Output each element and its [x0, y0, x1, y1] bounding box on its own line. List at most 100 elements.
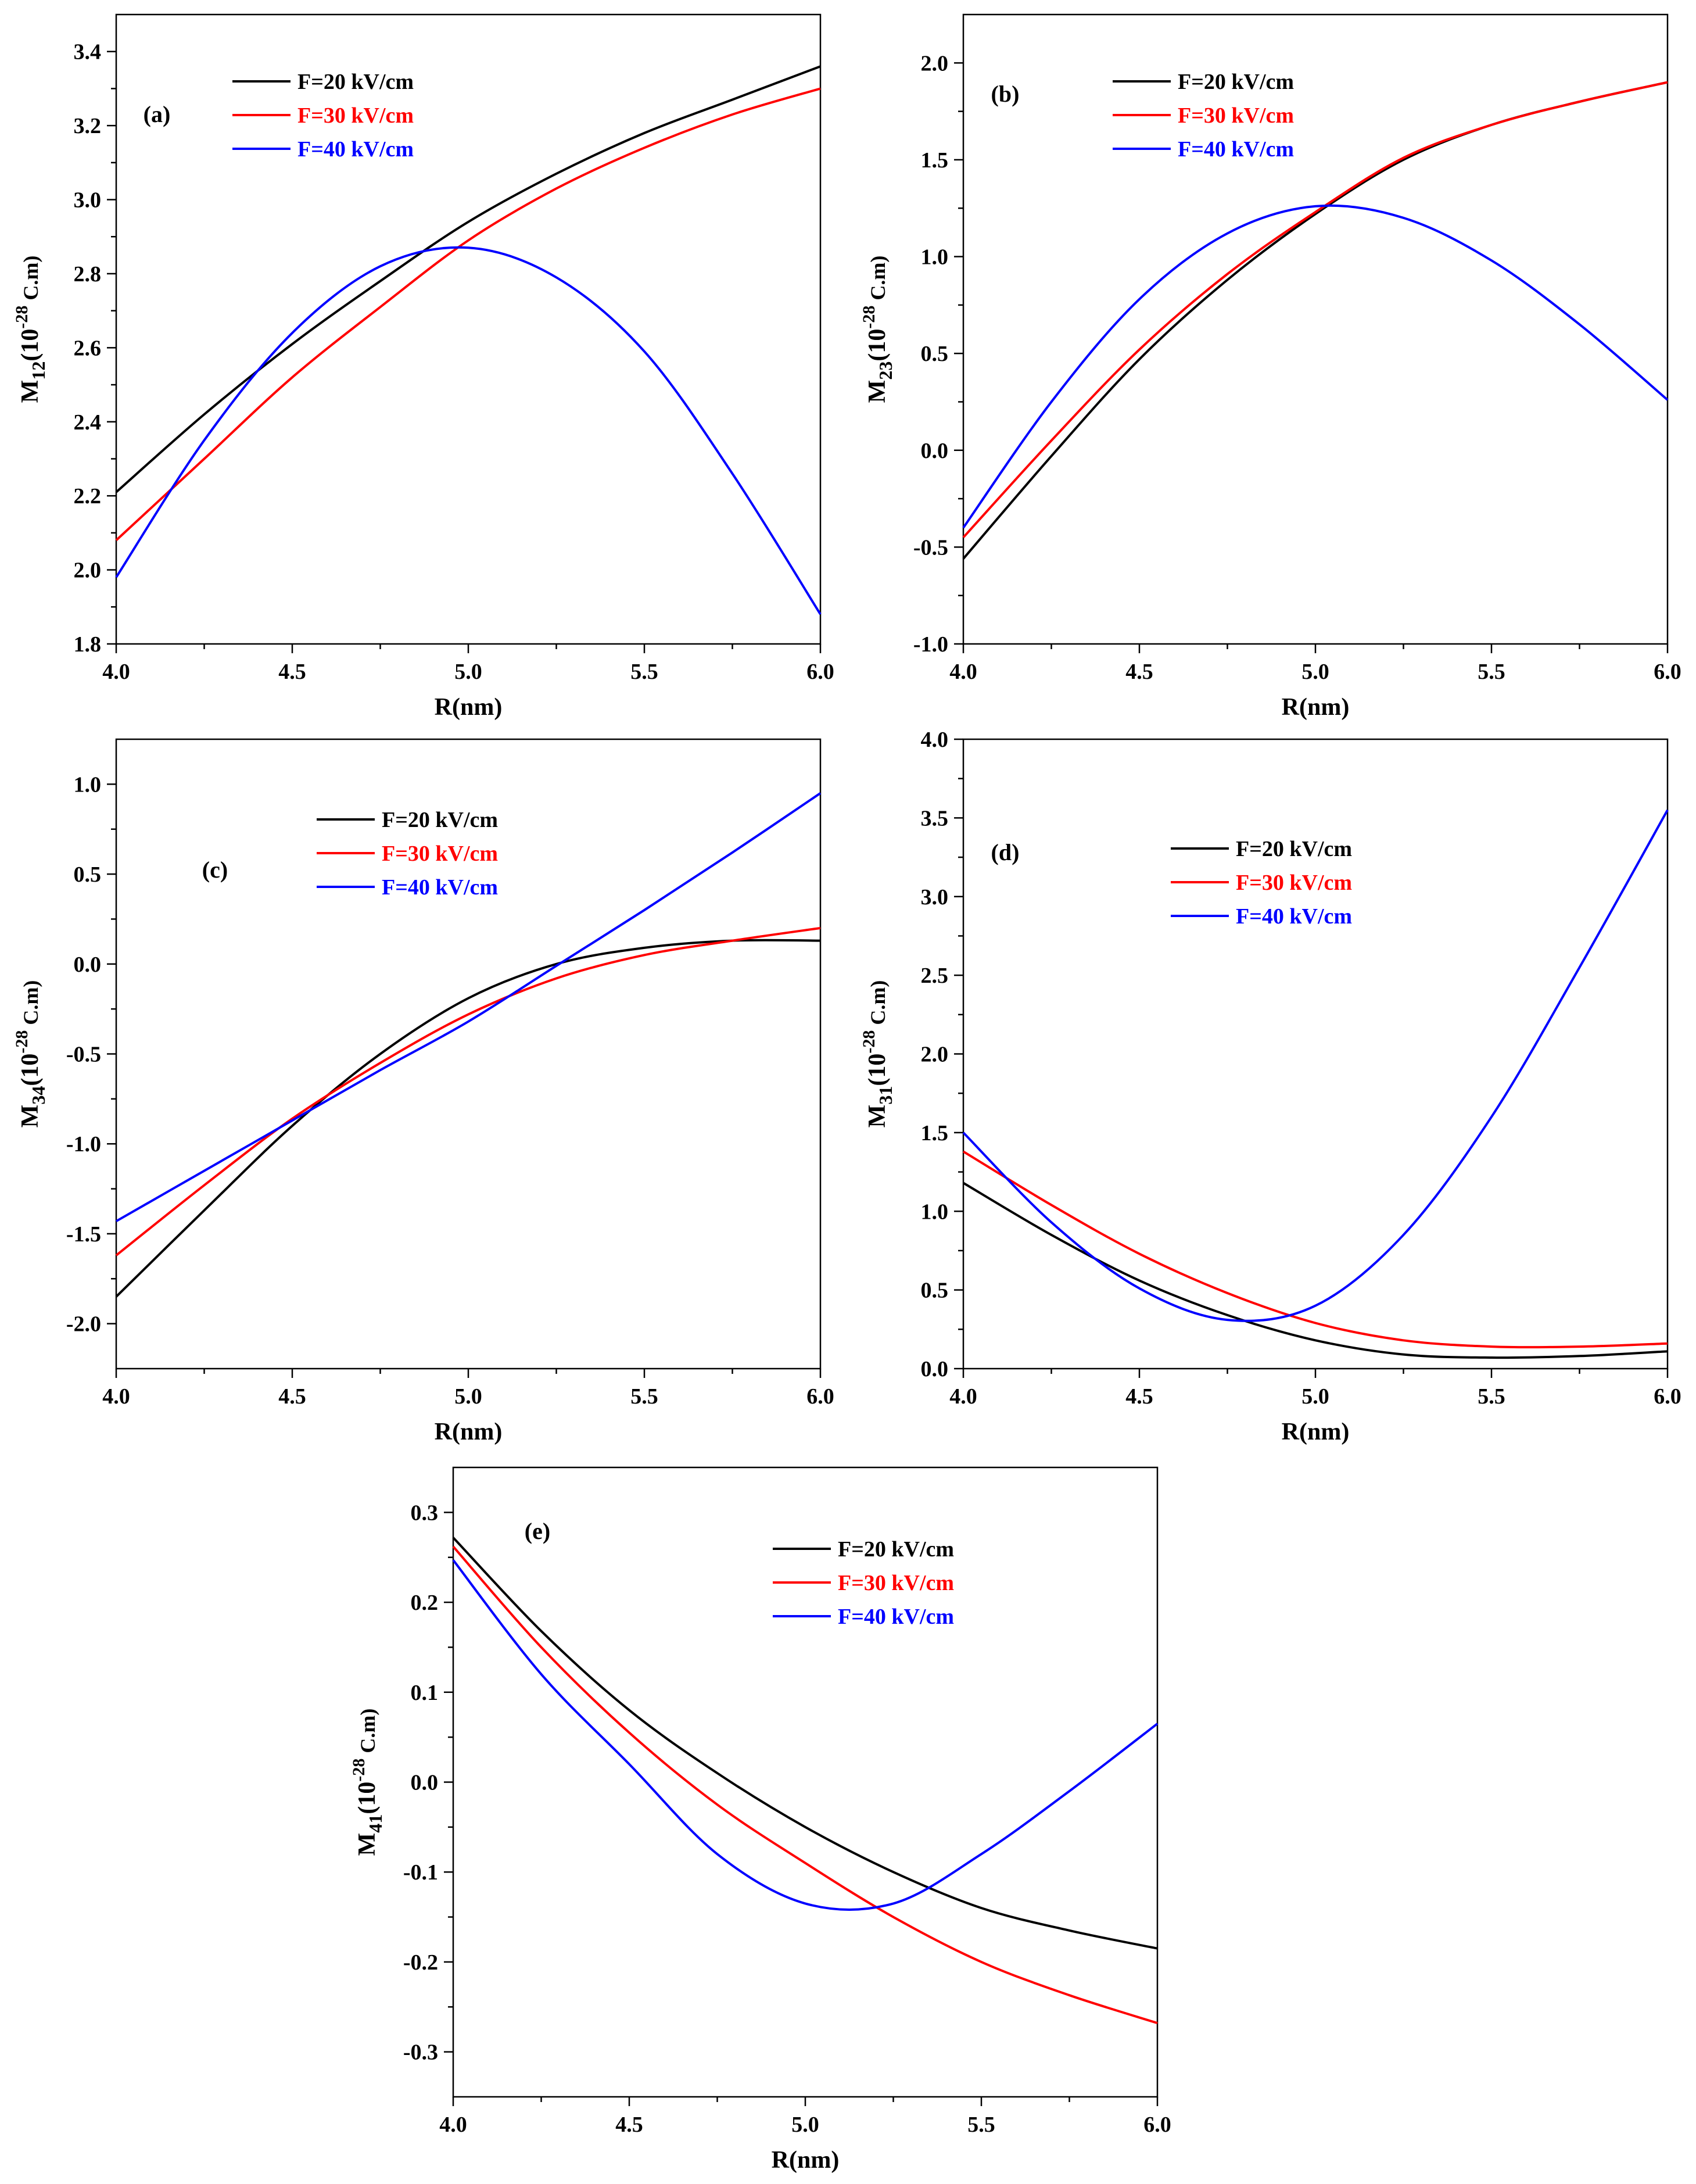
panel-e: 4.0 4.5 5.0 5.5 6.0 -0.3 -0.2 -0.1 0.0 0.1 0.2 0.3 R… [349, 1466, 1171, 2174]
panel-tag: (d) [991, 839, 1020, 865]
x-tick-label: 5.0 [454, 1384, 482, 1409]
legend-label-1: F=20 kV/cm [382, 808, 498, 832]
series-line-2 [962, 1150, 1668, 1349]
panel-a: 4.0 4.5 5.0 5.5 6.0 1.8 2.0 2.2 2.4 2.6 2.8 3.0 3.2 3… [12, 13, 834, 721]
x-axis-label: R(nm) [435, 694, 503, 721]
legend: F=20 kV/cm F=30 kV/cm F=40 kV/cm [232, 70, 414, 162]
y-tick-label: -0.5 [913, 535, 948, 560]
legend: F=20 kV/cm F=30 kV/cm F=40 kV/cm [773, 1537, 954, 1629]
legend-label-1: F=20 kV/cm [838, 1537, 954, 1562]
y-tick-label: -2.0 [66, 1312, 101, 1337]
x-tick-label: 6.0 [1654, 1384, 1681, 1409]
y-tick-label: 3.0 [921, 885, 949, 910]
y-axis-label: M12(10-28 C.m) [12, 256, 49, 403]
series-line-2 [115, 87, 821, 542]
series-line-2 [962, 81, 1668, 539]
x-tick-label: 5.5 [630, 1384, 658, 1409]
series-line-3 [116, 792, 822, 1223]
y-tick-label: 0.1 [411, 1681, 439, 1705]
y-tick-label: 3.2 [74, 114, 102, 138]
y-tick-label: 0.0 [411, 1771, 439, 1795]
panel-tag: (e) [525, 1518, 550, 1544]
legend-label-3: F=40 kV/cm [1178, 137, 1294, 162]
y-tick-label: 2.6 [74, 336, 102, 360]
x-tick-label: 4.0 [949, 1384, 977, 1409]
series-line-1 [115, 939, 821, 1298]
y-tick-label: -0.2 [403, 1950, 438, 1975]
legend-label-3: F=40 kV/cm [1236, 904, 1352, 929]
y-axis-label: M31(10-28 C.m) [859, 980, 896, 1128]
y-tick-label: 0.5 [921, 1279, 949, 1303]
x-tick-label: 5.0 [791, 2113, 819, 2137]
legend-label-2: F=30 kV/cm [382, 842, 498, 866]
y-tick-label: 2.0 [921, 1043, 949, 1067]
legend-label-3: F=40 kV/cm [297, 137, 414, 162]
x-tick-label: 5.0 [1301, 1384, 1329, 1409]
x-tick-label: 4.0 [102, 1384, 130, 1409]
panel-tag: (b) [991, 81, 1020, 107]
y-tick-label: 0.3 [411, 1501, 439, 1525]
y-axis-label: M41(10-28 C.m) [349, 1709, 386, 1856]
x-tick-label: 5.5 [630, 660, 658, 684]
y-tick-label: -0.1 [403, 1860, 438, 1885]
x-tick-label: 5.5 [967, 2113, 995, 2137]
x-tick-label: 6.0 [806, 1384, 834, 1409]
y-tick-label: -0.3 [403, 2040, 438, 2065]
y-tick-label: 1.0 [921, 1200, 949, 1224]
x-axis-label: R(nm) [1282, 1419, 1350, 1445]
legend-label-2: F=30 kV/cm [297, 103, 414, 128]
x-tick-label: 4.5 [1125, 1384, 1153, 1409]
legend: F=20 kV/cm F=30 kV/cm F=40 kV/cm [1171, 837, 1352, 929]
y-tick-label: 1.8 [74, 632, 102, 657]
y-tick-label: 0.5 [74, 862, 102, 887]
legend: F=20 kV/cm F=30 kV/cm F=40 kV/cm [1113, 70, 1294, 162]
legend-label-2: F=30 kV/cm [1178, 103, 1294, 128]
y-tick-label: 3.4 [74, 40, 102, 65]
y-tick-label: -0.5 [66, 1043, 101, 1067]
y-tick-label: 1.5 [921, 1121, 949, 1145]
y-tick-label: 1.0 [921, 245, 949, 270]
panel-tag: (c) [202, 857, 228, 883]
y-tick-label: -1.0 [913, 632, 948, 657]
panel-d: 4.0 4.5 5.0 5.5 6.0 0.0 0.5 1.0 1.5 2.0 2.5 3.0 3.5 4… [859, 728, 1681, 1445]
series-line-3 [962, 809, 1669, 1322]
series-line-1 [115, 65, 821, 493]
legend-label-2: F=30 kV/cm [1236, 871, 1352, 895]
y-tick-label: 2.4 [74, 410, 102, 435]
series-line-2 [452, 1545, 1158, 2025]
plot-frame [962, 738, 1669, 1370]
series-line-1 [962, 1181, 1668, 1359]
x-tick-label: 6.0 [1654, 660, 1681, 684]
y-tick-label: 3.0 [74, 188, 102, 213]
x-axis-label: R(nm) [435, 1419, 503, 1445]
y-tick-label: 2.2 [74, 484, 102, 509]
y-tick-label: 1.5 [921, 148, 949, 173]
x-tick-label: 4.5 [615, 2113, 643, 2137]
panel-tag: (a) [144, 101, 171, 127]
x-tick-label: 5.0 [454, 660, 482, 684]
y-tick-label: 2.5 [921, 964, 949, 988]
x-axis-label: R(nm) [772, 2147, 840, 2174]
x-tick-label: 6.0 [806, 660, 834, 684]
plot-frame [962, 13, 1669, 645]
x-tick-label: 4.5 [278, 1384, 306, 1409]
y-tick-label: 0.5 [921, 342, 949, 366]
x-tick-label: 4.5 [1125, 660, 1153, 684]
x-tick-label: 4.5 [278, 660, 306, 684]
x-tick-label: 4.0 [102, 660, 130, 684]
x-tick-label: 4.0 [949, 660, 977, 684]
y-tick-label: 4.0 [921, 728, 949, 752]
x-tick-label: 6.0 [1143, 2113, 1171, 2137]
plot-frame [115, 13, 822, 645]
y-tick-label: 0.2 [411, 1591, 439, 1615]
panel-b: 4.0 4.5 5.0 5.5 6.0 -1.0 -0.5 0.0 0.5 1.0 1.5 2.0 R(… [859, 13, 1681, 721]
x-axis-label: R(nm) [1282, 694, 1350, 721]
plot-frame [115, 738, 822, 1370]
y-tick-label: 0.0 [921, 1357, 949, 1381]
series-line-3 [115, 246, 822, 615]
y-tick-label: 0.0 [921, 439, 949, 463]
y-tick-label: 0.0 [74, 953, 102, 977]
panel-c: 4.0 4.5 5.0 5.5 6.0 -2.0 -1.5 -1.0 -0.5 0.0 0.5 1.0… [12, 738, 834, 1445]
x-tick-label: 4.0 [439, 2113, 467, 2137]
